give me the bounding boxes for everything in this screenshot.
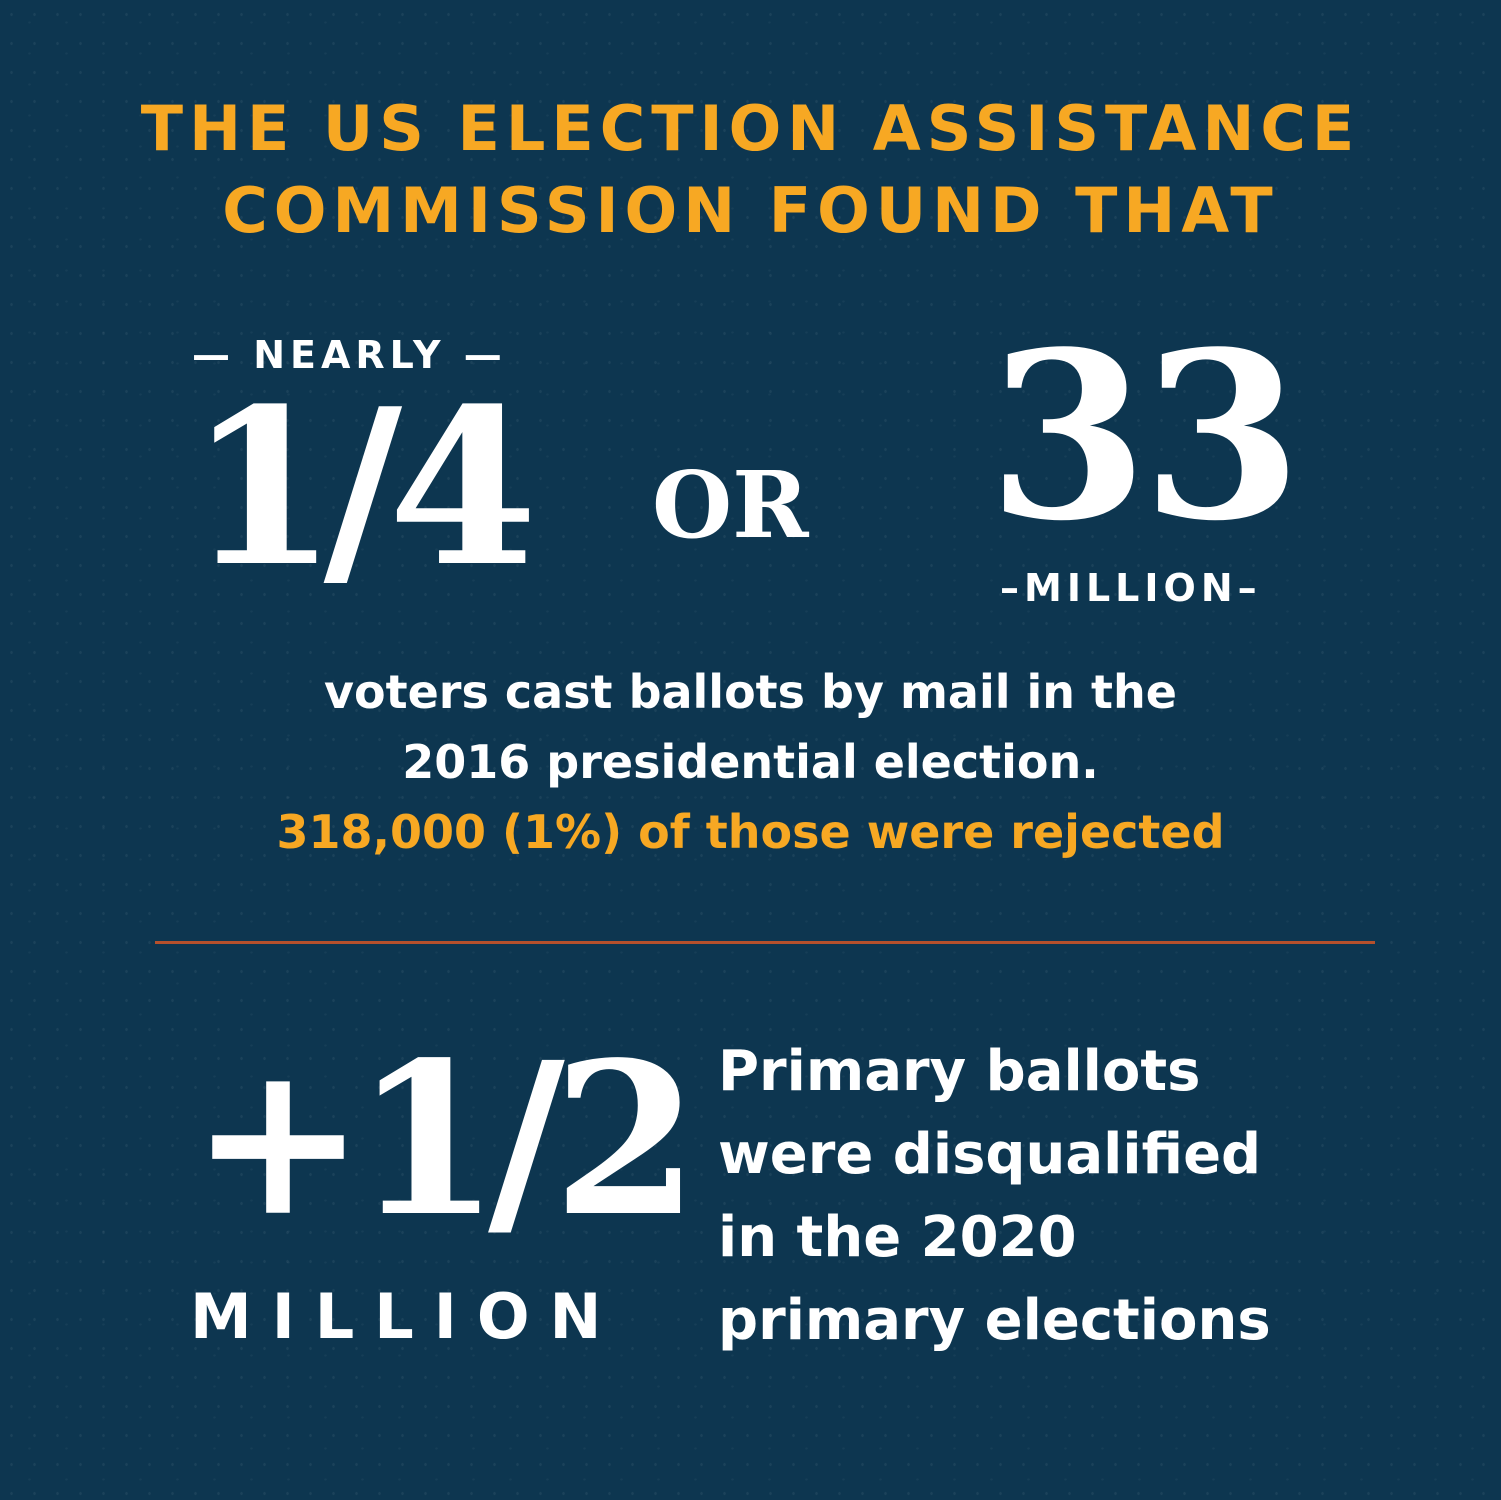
primary-line-4: primary elections — [718, 1288, 1271, 1353]
description-line-2: 2016 presidential election. — [402, 735, 1099, 789]
nearly-label: — NEARLY — — [192, 333, 507, 377]
rejected-ballots-highlight: 318,000 (1%) of those were rejected — [276, 805, 1225, 859]
headline: THE US ELECTION ASSISTANCE COMMISSION FO… — [0, 88, 1501, 252]
million-label-2: MILLION — [190, 1280, 622, 1353]
headline-line-2: COMMISSION FOUND THAT — [222, 174, 1279, 247]
primary-line-2: were disqualified — [718, 1122, 1262, 1187]
primary-line-1: Primary ballots — [718, 1039, 1201, 1104]
section-divider — [155, 941, 1375, 944]
thirty-three-number: 33 — [988, 302, 1302, 572]
half-million-number: +1/2 — [190, 1016, 699, 1263]
headline-line-1: THE US ELECTION ASSISTANCE — [140, 92, 1361, 165]
description-line-1: voters cast ballots by mail in the — [324, 665, 1177, 719]
or-connector: OR — [652, 451, 809, 559]
fraction-one-quarter: 1/4 — [188, 361, 538, 614]
primary-line-3: in the 2020 — [718, 1205, 1077, 1270]
primary-ballots-description: Primary ballots were disqualified in the… — [718, 1030, 1438, 1362]
mail-voting-description: voters cast ballots by mail in the 2016 … — [0, 657, 1501, 867]
million-label: –MILLION– — [1000, 566, 1262, 610]
